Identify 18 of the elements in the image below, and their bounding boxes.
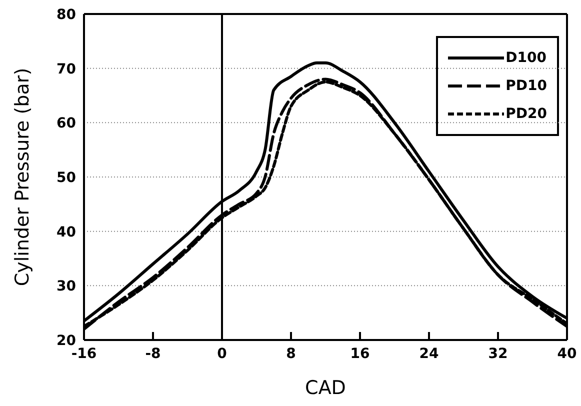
legend-label: PD20	[506, 106, 547, 122]
x-tick-label: 8	[286, 346, 296, 362]
legend-label: PD10	[506, 78, 547, 94]
y-tick-label: 80	[56, 6, 76, 23]
y-tick-label: 60	[56, 116, 76, 132]
x-tick-label: 24	[419, 346, 439, 362]
x-tick-label: -8	[145, 346, 161, 362]
y-axis-title: Cylinder Pressure (bar)	[12, 68, 34, 286]
y-tick-label: 50	[56, 170, 76, 186]
x-tick-label: 32	[488, 346, 508, 362]
y-tick-label: 70	[56, 61, 76, 78]
x-axis-title: CAD	[305, 377, 346, 399]
y-tick-label: 30	[56, 278, 76, 295]
x-tick-label: 40	[557, 346, 577, 362]
x-tick-label: 16	[350, 346, 370, 362]
y-tick-label: 40	[56, 224, 76, 240]
x-tick-label: 0	[217, 346, 228, 362]
legend-label: D100	[506, 50, 546, 66]
